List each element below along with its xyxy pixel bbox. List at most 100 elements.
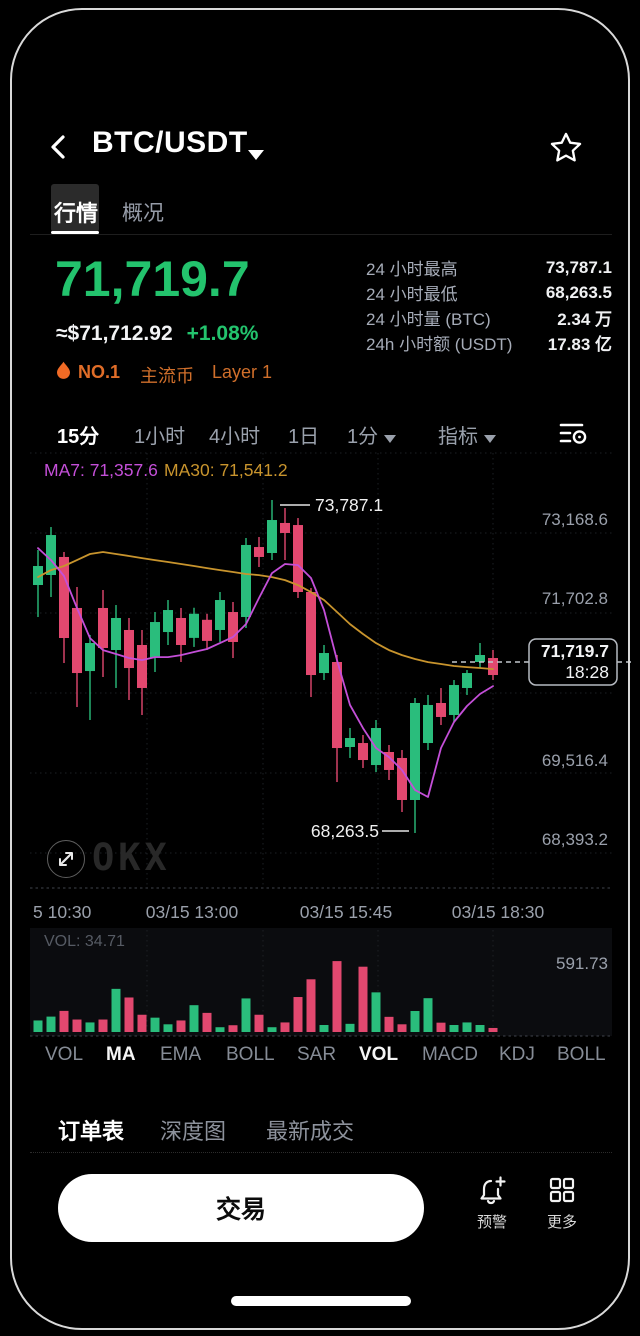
candle-body [241, 544, 251, 618]
alert-button[interactable]: 预警 [472, 1174, 512, 1232]
more-button[interactable]: 更多 [542, 1174, 582, 1232]
candle-body [46, 535, 56, 576]
tab-order-book[interactable]: 订单表 [58, 1119, 125, 1144]
annotations: 73,787.1 68,263.5 [280, 495, 409, 841]
volume-bar [150, 1017, 160, 1032]
indicator-vol-main[interactable]: VOL [45, 1044, 84, 1065]
volume-bars [33, 961, 498, 1032]
bottom-divider [30, 1152, 612, 1153]
low-annotation: 68,263.5 [311, 821, 379, 841]
candle-body [462, 673, 472, 688]
candle-body [202, 619, 212, 641]
indicator-ema[interactable]: EMA [160, 1044, 202, 1065]
indicator-sar[interactable]: SAR [297, 1044, 337, 1065]
tab-depth-chart[interactable]: 深度图 [160, 1119, 227, 1144]
volume-bar [306, 979, 316, 1032]
timeframe-1h[interactable]: 1小时 [134, 426, 186, 448]
candle-body [306, 592, 316, 676]
stat-label: 24h 小时额 (USDT) [366, 335, 513, 354]
stat-value: 73,787.1 [545, 257, 612, 277]
chevron-left-icon [51, 135, 65, 159]
timeframe-1m-dropdown[interactable]: 1分 [347, 420, 397, 449]
volume-bar [488, 1027, 498, 1032]
ma30-legend: MA30: 71,541.2 [164, 460, 288, 480]
candle-body [33, 566, 43, 586]
indicator-boll-sub[interactable]: BOLL [557, 1044, 606, 1065]
indicator-dropdown[interactable]: 指标 [438, 420, 496, 449]
caret-down-icon [384, 435, 397, 443]
candle-body [150, 622, 160, 659]
volume-bar [436, 1022, 446, 1032]
tab-market[interactable]: 行情 [54, 201, 99, 226]
okx-watermark: OKX [92, 836, 171, 879]
tab-market-highlight [51, 184, 99, 232]
candle-body [254, 547, 264, 557]
high-annotation: 73,787.1 [315, 495, 383, 515]
indicator-boll[interactable]: BOLL [226, 1044, 275, 1065]
fiat-price: ≈$71,712.92 [56, 322, 173, 345]
indicator-vol-sub[interactable]: VOL [359, 1044, 399, 1065]
fullscreen-chart-button[interactable] [47, 840, 85, 878]
volume-bar [475, 1025, 485, 1032]
current-price-label: 71,719.7 [541, 641, 609, 661]
stat-row-volume-btc: 24 小时量 (BTC) 2.34 万 [366, 305, 612, 330]
home-indicator[interactable] [231, 1296, 411, 1306]
indicator-kdj[interactable]: KDJ [499, 1044, 535, 1065]
timeframe-1m-label: 1分 [347, 426, 379, 448]
volume-bar [280, 1022, 290, 1032]
volume-bar [98, 1019, 108, 1032]
candle-body [397, 757, 407, 800]
volume-bar [46, 1016, 56, 1032]
volume-bar [189, 1005, 199, 1032]
volume-bar [384, 1016, 394, 1032]
stat-row-low: 24 小时最低 68,263.5 [366, 280, 612, 305]
indicator-macd[interactable]: MACD [422, 1044, 478, 1065]
candle-body [124, 629, 134, 669]
volume-scale-label: 591.73 [556, 954, 608, 973]
candle-body [410, 702, 420, 800]
tab-latest-trades[interactable]: 最新成交 [266, 1119, 355, 1144]
price-subrow: ≈$71,712.92 +1.08% [56, 322, 258, 346]
pair-title[interactable]: BTC/USDT [92, 126, 248, 159]
timeframe-15m[interactable]: 15分 [57, 426, 100, 448]
volume-bar [202, 1012, 212, 1032]
ma7-line-layer [37, 547, 494, 798]
rank-badge[interactable]: NO.1 [78, 362, 121, 382]
volume-bar [293, 997, 303, 1032]
ma30-line-layer [37, 551, 494, 670]
candle-body [423, 704, 433, 744]
countdown-label: 18:28 [565, 662, 609, 682]
favorite-star-button[interactable] [548, 130, 584, 166]
stat-label: 24 小时最高 [366, 260, 458, 279]
indicator-dropdown-label: 指标 [438, 426, 478, 448]
volume-bar [163, 1024, 173, 1032]
y-tick-label: 71,702.8 [542, 589, 608, 608]
indicator-ma[interactable]: MA [106, 1044, 136, 1065]
volume-current-label: VOL: 34.71 [44, 933, 125, 950]
candle-body [449, 685, 459, 715]
candle-body [436, 702, 446, 717]
ma30-line [37, 551, 494, 670]
tag-layer1[interactable]: Layer 1 [212, 362, 273, 382]
price-chart[interactable]: 73,787.1 68,263.5 71,719.718:28 73,168.6 71,… [0, 440, 640, 1046]
candle-body [319, 653, 329, 674]
trade-button-label: 交易 [215, 1196, 266, 1224]
volume-labels: 591.73 [556, 954, 608, 973]
timeframe-4h[interactable]: 4小时 [209, 426, 261, 448]
y-tick-label: 73,168.6 [542, 510, 608, 529]
tag-mainstream[interactable]: 主流币 [140, 366, 194, 386]
tab-overview[interactable]: 概况 [122, 202, 164, 225]
chart-settings-button[interactable] [558, 420, 590, 446]
price-change-percent: +1.08% [186, 322, 259, 345]
candle-body [111, 617, 121, 650]
flame-icon [56, 361, 71, 380]
ma7-line [37, 547, 494, 798]
x-tick-label: 5 10:30 [33, 902, 92, 922]
candle-body [280, 522, 290, 533]
stat-value: 17.83 亿 [547, 335, 612, 354]
trade-button[interactable]: 交易 [58, 1174, 424, 1242]
back-button[interactable] [46, 132, 72, 162]
timeframe-1d[interactable]: 1日 [288, 426, 320, 448]
stat-row-turnover-usdt: 24h 小时额 (USDT) 17.83 亿 [366, 330, 612, 355]
